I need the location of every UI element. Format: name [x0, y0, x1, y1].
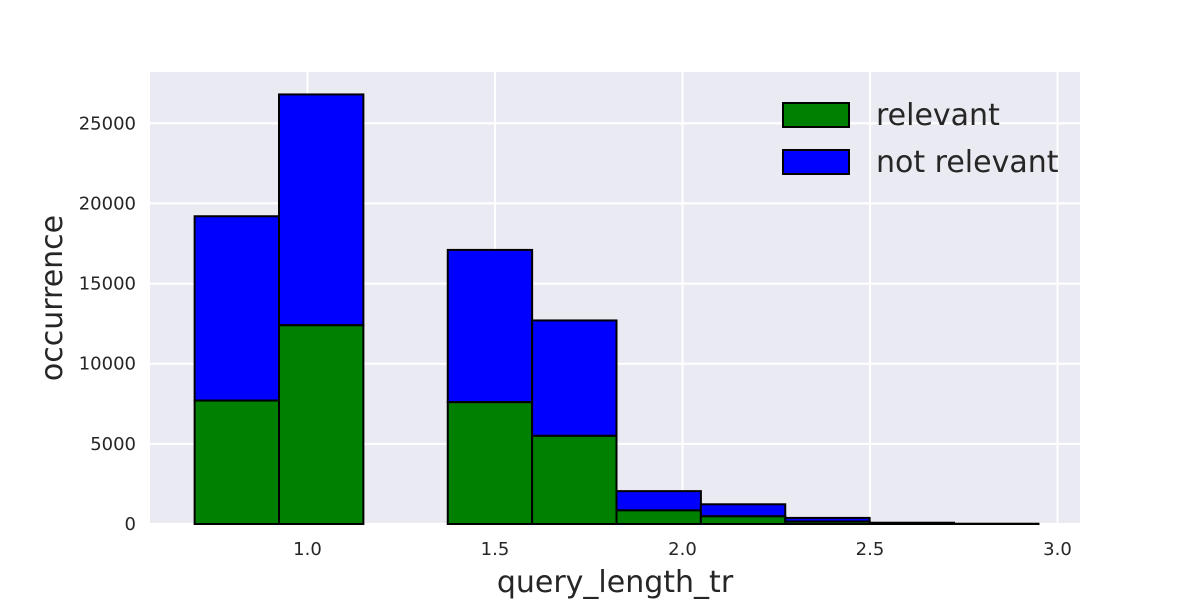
x-tick-label: 1.5	[481, 539, 510, 560]
bar-relevant-6	[699, 515, 787, 526]
bar-not-relevant-6	[699, 503, 787, 518]
y-tick-label: 20000	[79, 193, 136, 214]
y-axis-label: occurrence	[35, 215, 70, 381]
bar-not-relevant-4	[531, 319, 618, 437]
x-axis-ticks: 1.0 1.5 2.0 2.5 3.0	[293, 539, 1072, 560]
x-tick-label: 2.0	[668, 539, 697, 560]
bar-not-relevant-1	[278, 93, 365, 327]
bar-not-relevant-0	[193, 215, 280, 402]
x-axis-label: query_length_tr	[497, 565, 734, 600]
y-tick-label: 0	[125, 514, 136, 535]
bar-relevant-3	[446, 401, 534, 525]
bar-relevant-7	[784, 520, 871, 526]
y-axis-ticks: 0 5000 10000 15000 20000 25000	[79, 113, 136, 535]
x-tick-label: 3.0	[1043, 539, 1072, 560]
y-tick-label: 10000	[79, 354, 136, 375]
legend: relevant not relevant	[782, 98, 1059, 180]
legend-label-1: not relevant	[876, 145, 1059, 180]
bar-relevant-5	[615, 509, 702, 525]
y-tick-label: 15000	[79, 274, 136, 295]
bar-not-relevant-3	[446, 248, 534, 404]
bars	[193, 93, 1040, 526]
y-tick-label: 25000	[79, 113, 136, 134]
bar-relevant-4	[531, 434, 618, 525]
bar-relevant-0	[193, 399, 280, 526]
x-tick-label: 1.0	[293, 539, 322, 560]
legend-label-0: relevant	[876, 98, 1000, 133]
bar-not-relevant-5	[615, 490, 702, 512]
x-tick-label: 2.5	[856, 539, 885, 560]
legend-swatch-0	[782, 102, 850, 128]
y-tick-label: 5000	[90, 434, 136, 455]
bar-relevant-1	[278, 324, 365, 525]
legend-swatch-1	[782, 149, 850, 175]
